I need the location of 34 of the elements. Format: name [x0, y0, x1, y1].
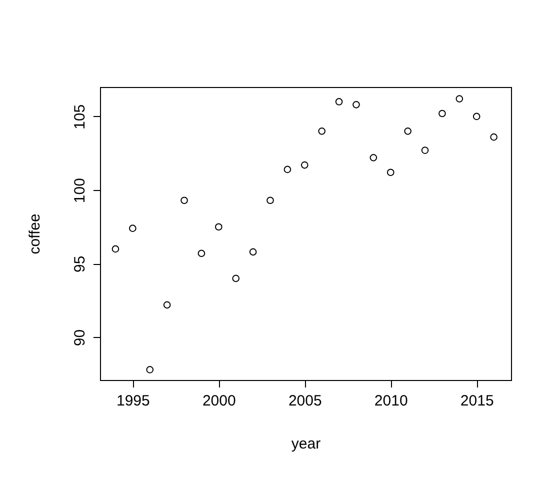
- point: [438, 110, 446, 118]
- y-tick-label: 95: [72, 256, 88, 273]
- point: [163, 301, 171, 309]
- point: [386, 168, 394, 176]
- y-axis-title: coffee: [26, 214, 44, 254]
- point: [266, 196, 274, 204]
- point: [249, 248, 257, 256]
- point: [180, 196, 188, 204]
- x-tick-label: 2000: [202, 392, 236, 410]
- x-tick-label: 2005: [288, 392, 322, 410]
- point: [352, 101, 360, 108]
- x-tick-label: 2015: [460, 392, 494, 410]
- y-tick-label: 90: [72, 329, 88, 346]
- point: [335, 98, 343, 106]
- point: [129, 224, 136, 232]
- point: [318, 128, 326, 135]
- x-tick-label: 2010: [374, 392, 408, 410]
- point: [421, 146, 429, 154]
- point: [404, 128, 412, 135]
- point: [146, 366, 154, 374]
- y-tick-label: 105: [72, 104, 88, 130]
- point: [284, 166, 292, 174]
- y-tick-label: 100: [72, 178, 88, 204]
- point: [370, 154, 378, 162]
- point: [472, 112, 480, 120]
- point: [214, 223, 222, 231]
- point: [198, 250, 206, 258]
- point: [300, 161, 308, 169]
- x-axis-title: year: [291, 436, 321, 452]
- point: [456, 95, 464, 102]
- x-tick-label: 1995: [116, 392, 150, 410]
- point: [232, 274, 240, 282]
- point: [112, 245, 120, 253]
- point: [490, 133, 498, 141]
